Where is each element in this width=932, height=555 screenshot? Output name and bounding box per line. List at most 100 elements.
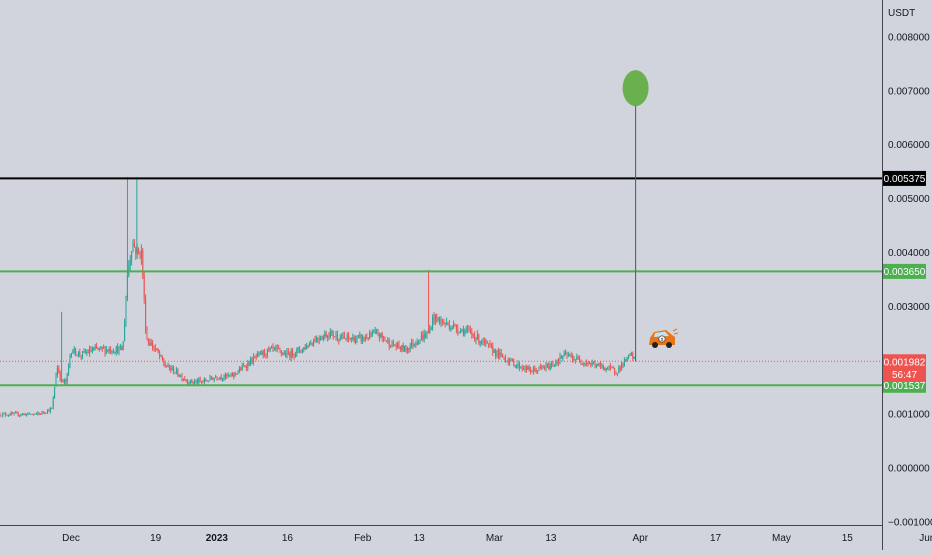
candle-body — [338, 339, 340, 341]
candle-body — [62, 379, 64, 383]
candle-body — [468, 328, 470, 331]
candle-body — [454, 324, 456, 326]
candle-body — [17, 412, 19, 416]
candle-body — [324, 333, 326, 336]
candle-body — [588, 363, 590, 365]
candle-body — [352, 337, 354, 340]
candle-body — [405, 346, 407, 351]
candle-body — [560, 355, 562, 359]
candle-body — [598, 363, 600, 365]
candle-body — [591, 362, 593, 365]
candle-body — [98, 347, 100, 350]
candle-body — [100, 346, 102, 348]
candle-body — [478, 334, 480, 344]
candle-body — [199, 379, 201, 382]
candle-body — [565, 352, 567, 354]
candle-body — [40, 413, 42, 415]
candle-body — [236, 373, 238, 375]
candle-body — [418, 342, 420, 344]
candle-body — [226, 373, 228, 376]
candle-body — [269, 348, 271, 350]
candle-body — [52, 398, 54, 409]
price-tick-label: 0.005000 — [888, 194, 930, 205]
candle-body — [72, 352, 74, 354]
candle-body — [346, 335, 348, 339]
candle-body — [224, 373, 226, 378]
candle-body — [220, 377, 222, 379]
candle-body — [268, 348, 270, 350]
candle-body — [119, 346, 121, 348]
candle-body — [105, 349, 107, 354]
candle-body — [510, 358, 512, 361]
candle-body — [203, 379, 205, 382]
candle-body — [356, 336, 358, 340]
candle-body — [5, 413, 7, 415]
candle-body — [616, 373, 618, 375]
candle-body — [118, 347, 120, 353]
candle-body — [482, 339, 484, 344]
candle-body — [48, 410, 50, 412]
candle-body — [423, 333, 425, 340]
candle-body — [406, 348, 408, 351]
candle-body — [125, 298, 127, 323]
candle-body — [112, 351, 114, 353]
candle-body — [240, 368, 242, 371]
candle-body — [633, 357, 635, 359]
candle-body — [178, 375, 180, 377]
candle-body — [420, 335, 422, 340]
candle-body — [570, 355, 572, 357]
candle-body — [177, 369, 179, 376]
target-marker-layer — [622, 70, 649, 362]
candle-body — [206, 380, 208, 382]
currency-label: USDT — [888, 8, 915, 19]
candle-body — [359, 335, 361, 337]
time-axis[interactable]: Dec 19 2023 16 Feb 13 Mar 13 Apr 17 May 15 Jun — [62, 533, 932, 544]
candle-body — [500, 352, 502, 354]
candle-body — [49, 408, 51, 412]
candle-body — [273, 347, 275, 349]
candle-body — [625, 359, 627, 362]
candle-body — [496, 350, 498, 356]
target-marker[interactable] — [622, 70, 649, 107]
candle-body — [103, 347, 105, 349]
candle-body — [546, 364, 548, 366]
candle-body — [280, 350, 282, 354]
candle-body — [12, 412, 14, 414]
candle-body — [605, 368, 607, 371]
line-price-tag-label: 0.005375 — [884, 174, 926, 185]
candle-body — [609, 365, 611, 368]
candle-body — [306, 345, 308, 350]
candle-body — [460, 329, 462, 333]
price-tick-label: 0.006000 — [888, 140, 930, 151]
candle-body — [426, 332, 428, 338]
candle-body — [394, 345, 396, 347]
candle-body — [111, 351, 113, 353]
candle-body — [44, 412, 46, 414]
candle-body — [492, 345, 494, 353]
candle-body — [465, 330, 467, 332]
candle-body — [551, 363, 553, 366]
candle-body — [201, 381, 203, 382]
candle-body — [615, 372, 617, 374]
candle-body — [210, 376, 212, 379]
candle-body — [231, 373, 233, 377]
candle-body — [212, 378, 214, 380]
candle-body — [86, 352, 88, 353]
time-tick-label: 16 — [282, 533, 294, 544]
candle-body — [54, 387, 56, 399]
candle-body — [329, 332, 331, 338]
candle-body — [223, 377, 225, 379]
candle-body — [285, 352, 287, 357]
candle-body — [495, 350, 497, 356]
candle-body — [170, 367, 172, 370]
candle-body — [343, 335, 345, 339]
price-axis[interactable]: 0.008000 0.007000 0.006000 0.005000 0.004000… — [888, 32, 932, 528]
candle-body — [549, 365, 551, 369]
candle-body — [307, 345, 309, 347]
candle-body — [13, 412, 15, 414]
candle-body — [209, 376, 211, 381]
candle-body — [404, 346, 406, 352]
candle-body — [572, 356, 574, 361]
